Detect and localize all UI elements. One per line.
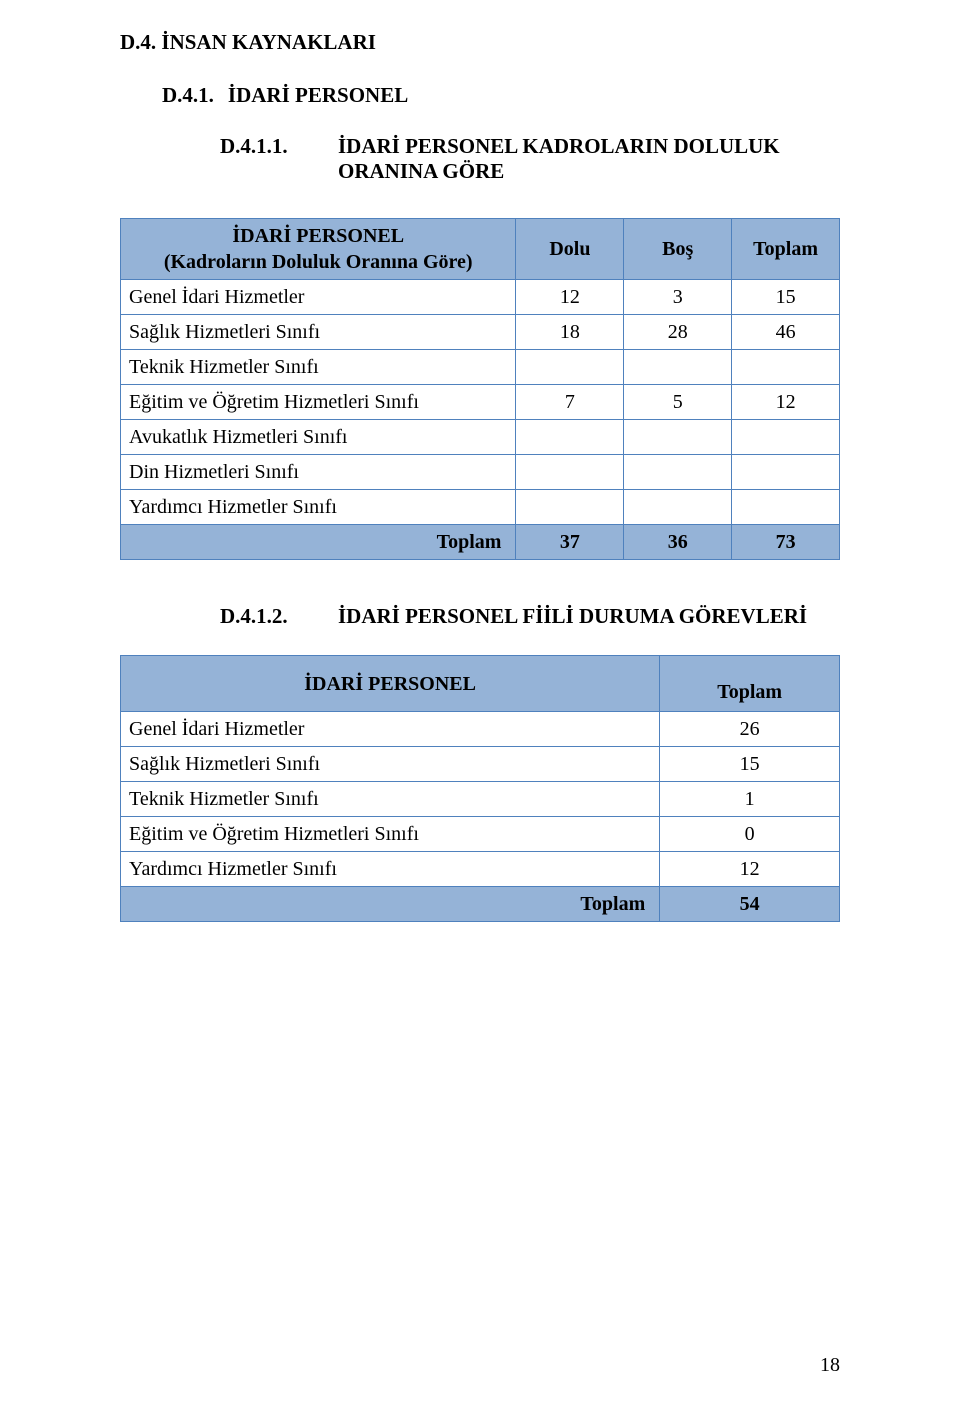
table-doluluk-oranina-gore: İDARİ PERSONEL (Kadroların Doluluk Oranı… — [120, 218, 840, 560]
row-value — [732, 455, 840, 490]
row-value — [624, 420, 732, 455]
row-value: 15 — [660, 747, 840, 782]
row-value — [516, 420, 624, 455]
table-row: Eğitim ve Öğretim Hizmetleri Sınıfı 0 — [121, 817, 840, 852]
total-value: 37 — [516, 525, 624, 560]
row-label: Genel İdari Hizmetler — [121, 712, 660, 747]
row-value — [624, 455, 732, 490]
row-value — [516, 455, 624, 490]
row-label: Eğitim ve Öğretim Hizmetleri Sınıfı — [121, 385, 516, 420]
heading-3b-text: İDARİ PERSONEL FİİLİ DURUMA GÖREVLERİ — [338, 604, 807, 629]
table-row: Sağlık Hizmetleri Sınıfı 18 28 46 — [121, 315, 840, 350]
table-row: Genel İdari Hizmetler 26 — [121, 712, 840, 747]
total-value: 73 — [732, 525, 840, 560]
table-header-title-l2: (Kadroların Doluluk Oranına Göre) — [164, 251, 473, 273]
row-value: 12 — [660, 852, 840, 887]
row-label: Genel İdari Hizmetler — [121, 280, 516, 315]
table-total-row: Toplam 54 — [121, 887, 840, 922]
row-value: 12 — [732, 385, 840, 420]
table-row: Genel İdari Hizmetler 12 3 15 — [121, 280, 840, 315]
table-total-row: Toplam 37 36 73 — [121, 525, 840, 560]
heading-3b: D.4.1.2. İDARİ PERSONEL FİİLİ DURUMA GÖR… — [120, 604, 840, 629]
table-header-title: İDARİ PERSONEL (Kadroların Doluluk Oranı… — [121, 219, 516, 280]
row-value: 1 — [660, 782, 840, 817]
table-header-row: İDARİ PERSONEL Toplam — [121, 656, 840, 712]
table-row: Eğitim ve Öğretim Hizmetleri Sınıfı 7 5 … — [121, 385, 840, 420]
heading-2: D.4.1. İDARİ PERSONEL — [120, 83, 840, 108]
page-number: 18 — [820, 1354, 840, 1377]
total-value: 54 — [660, 887, 840, 922]
row-value: 12 — [516, 280, 624, 315]
table-header-col-bos: Boş — [624, 219, 732, 280]
row-value — [624, 490, 732, 525]
row-value: 5 — [624, 385, 732, 420]
row-value: 18 — [516, 315, 624, 350]
heading-2-text: İDARİ PERSONEL — [228, 83, 408, 108]
heading-3a: D.4.1.1. İDARİ PERSONEL KADROLARIN DOLUL… — [120, 134, 840, 184]
row-label: Yardımcı Hizmetler Sınıfı — [121, 852, 660, 887]
row-value — [516, 490, 624, 525]
row-label: Teknik Hizmetler Sınıfı — [121, 350, 516, 385]
row-value: 7 — [516, 385, 624, 420]
spacer — [120, 560, 840, 604]
row-label: Teknik Hizmetler Sınıfı — [121, 782, 660, 817]
table-row: Avukatlık Hizmetleri Sınıfı — [121, 420, 840, 455]
row-value: 0 — [660, 817, 840, 852]
table-header-col-dolu: Dolu — [516, 219, 624, 280]
row-label: Avukatlık Hizmetleri Sınıfı — [121, 420, 516, 455]
row-value: 46 — [732, 315, 840, 350]
table-row: Yardımcı Hizmetler Sınıfı 12 — [121, 852, 840, 887]
heading-3b-number: D.4.1.2. — [220, 604, 310, 629]
heading-3a-number: D.4.1.1. — [220, 134, 310, 184]
table-row: Din Hizmetleri Sınıfı — [121, 455, 840, 490]
row-value — [732, 350, 840, 385]
table-row: Sağlık Hizmetleri Sınıfı 15 — [121, 747, 840, 782]
table-fiili-duruma-gorevleri: İDARİ PERSONEL Toplam Genel İdari Hizmet… — [120, 655, 840, 922]
table-header-col-toplam: Toplam — [660, 656, 840, 712]
table-header-title: İDARİ PERSONEL — [121, 656, 660, 712]
total-label: Toplam — [121, 525, 516, 560]
row-label: Sağlık Hizmetleri Sınıfı — [121, 747, 660, 782]
table-row: Teknik Hizmetler Sınıfı — [121, 350, 840, 385]
row-value — [624, 350, 732, 385]
row-label: Din Hizmetleri Sınıfı — [121, 455, 516, 490]
row-value — [516, 350, 624, 385]
table-row: Teknik Hizmetler Sınıfı 1 — [121, 782, 840, 817]
page: D.4. İNSAN KAYNAKLARI D.4.1. İDARİ PERSO… — [0, 0, 960, 1403]
row-value: 28 — [624, 315, 732, 350]
row-value — [732, 420, 840, 455]
row-value: 15 — [732, 280, 840, 315]
row-label: Sağlık Hizmetleri Sınıfı — [121, 315, 516, 350]
total-value: 36 — [624, 525, 732, 560]
table-header-row: İDARİ PERSONEL (Kadroların Doluluk Oranı… — [121, 219, 840, 280]
row-label: Eğitim ve Öğretim Hizmetleri Sınıfı — [121, 817, 660, 852]
row-value: 3 — [624, 280, 732, 315]
row-value — [732, 490, 840, 525]
table-header-title-l1: İDARİ PERSONEL — [232, 225, 404, 247]
row-value: 26 — [660, 712, 840, 747]
heading-3a-text: İDARİ PERSONEL KADROLARIN DOLULUK ORANIN… — [338, 134, 840, 184]
row-label: Yardımcı Hizmetler Sınıfı — [121, 490, 516, 525]
total-label: Toplam — [121, 887, 660, 922]
table-row: Yardımcı Hizmetler Sınıfı — [121, 490, 840, 525]
heading-1: D.4. İNSAN KAYNAKLARI — [120, 30, 840, 55]
heading-2-number: D.4.1. — [162, 83, 214, 108]
table-header-col-toplam: Toplam — [732, 219, 840, 280]
